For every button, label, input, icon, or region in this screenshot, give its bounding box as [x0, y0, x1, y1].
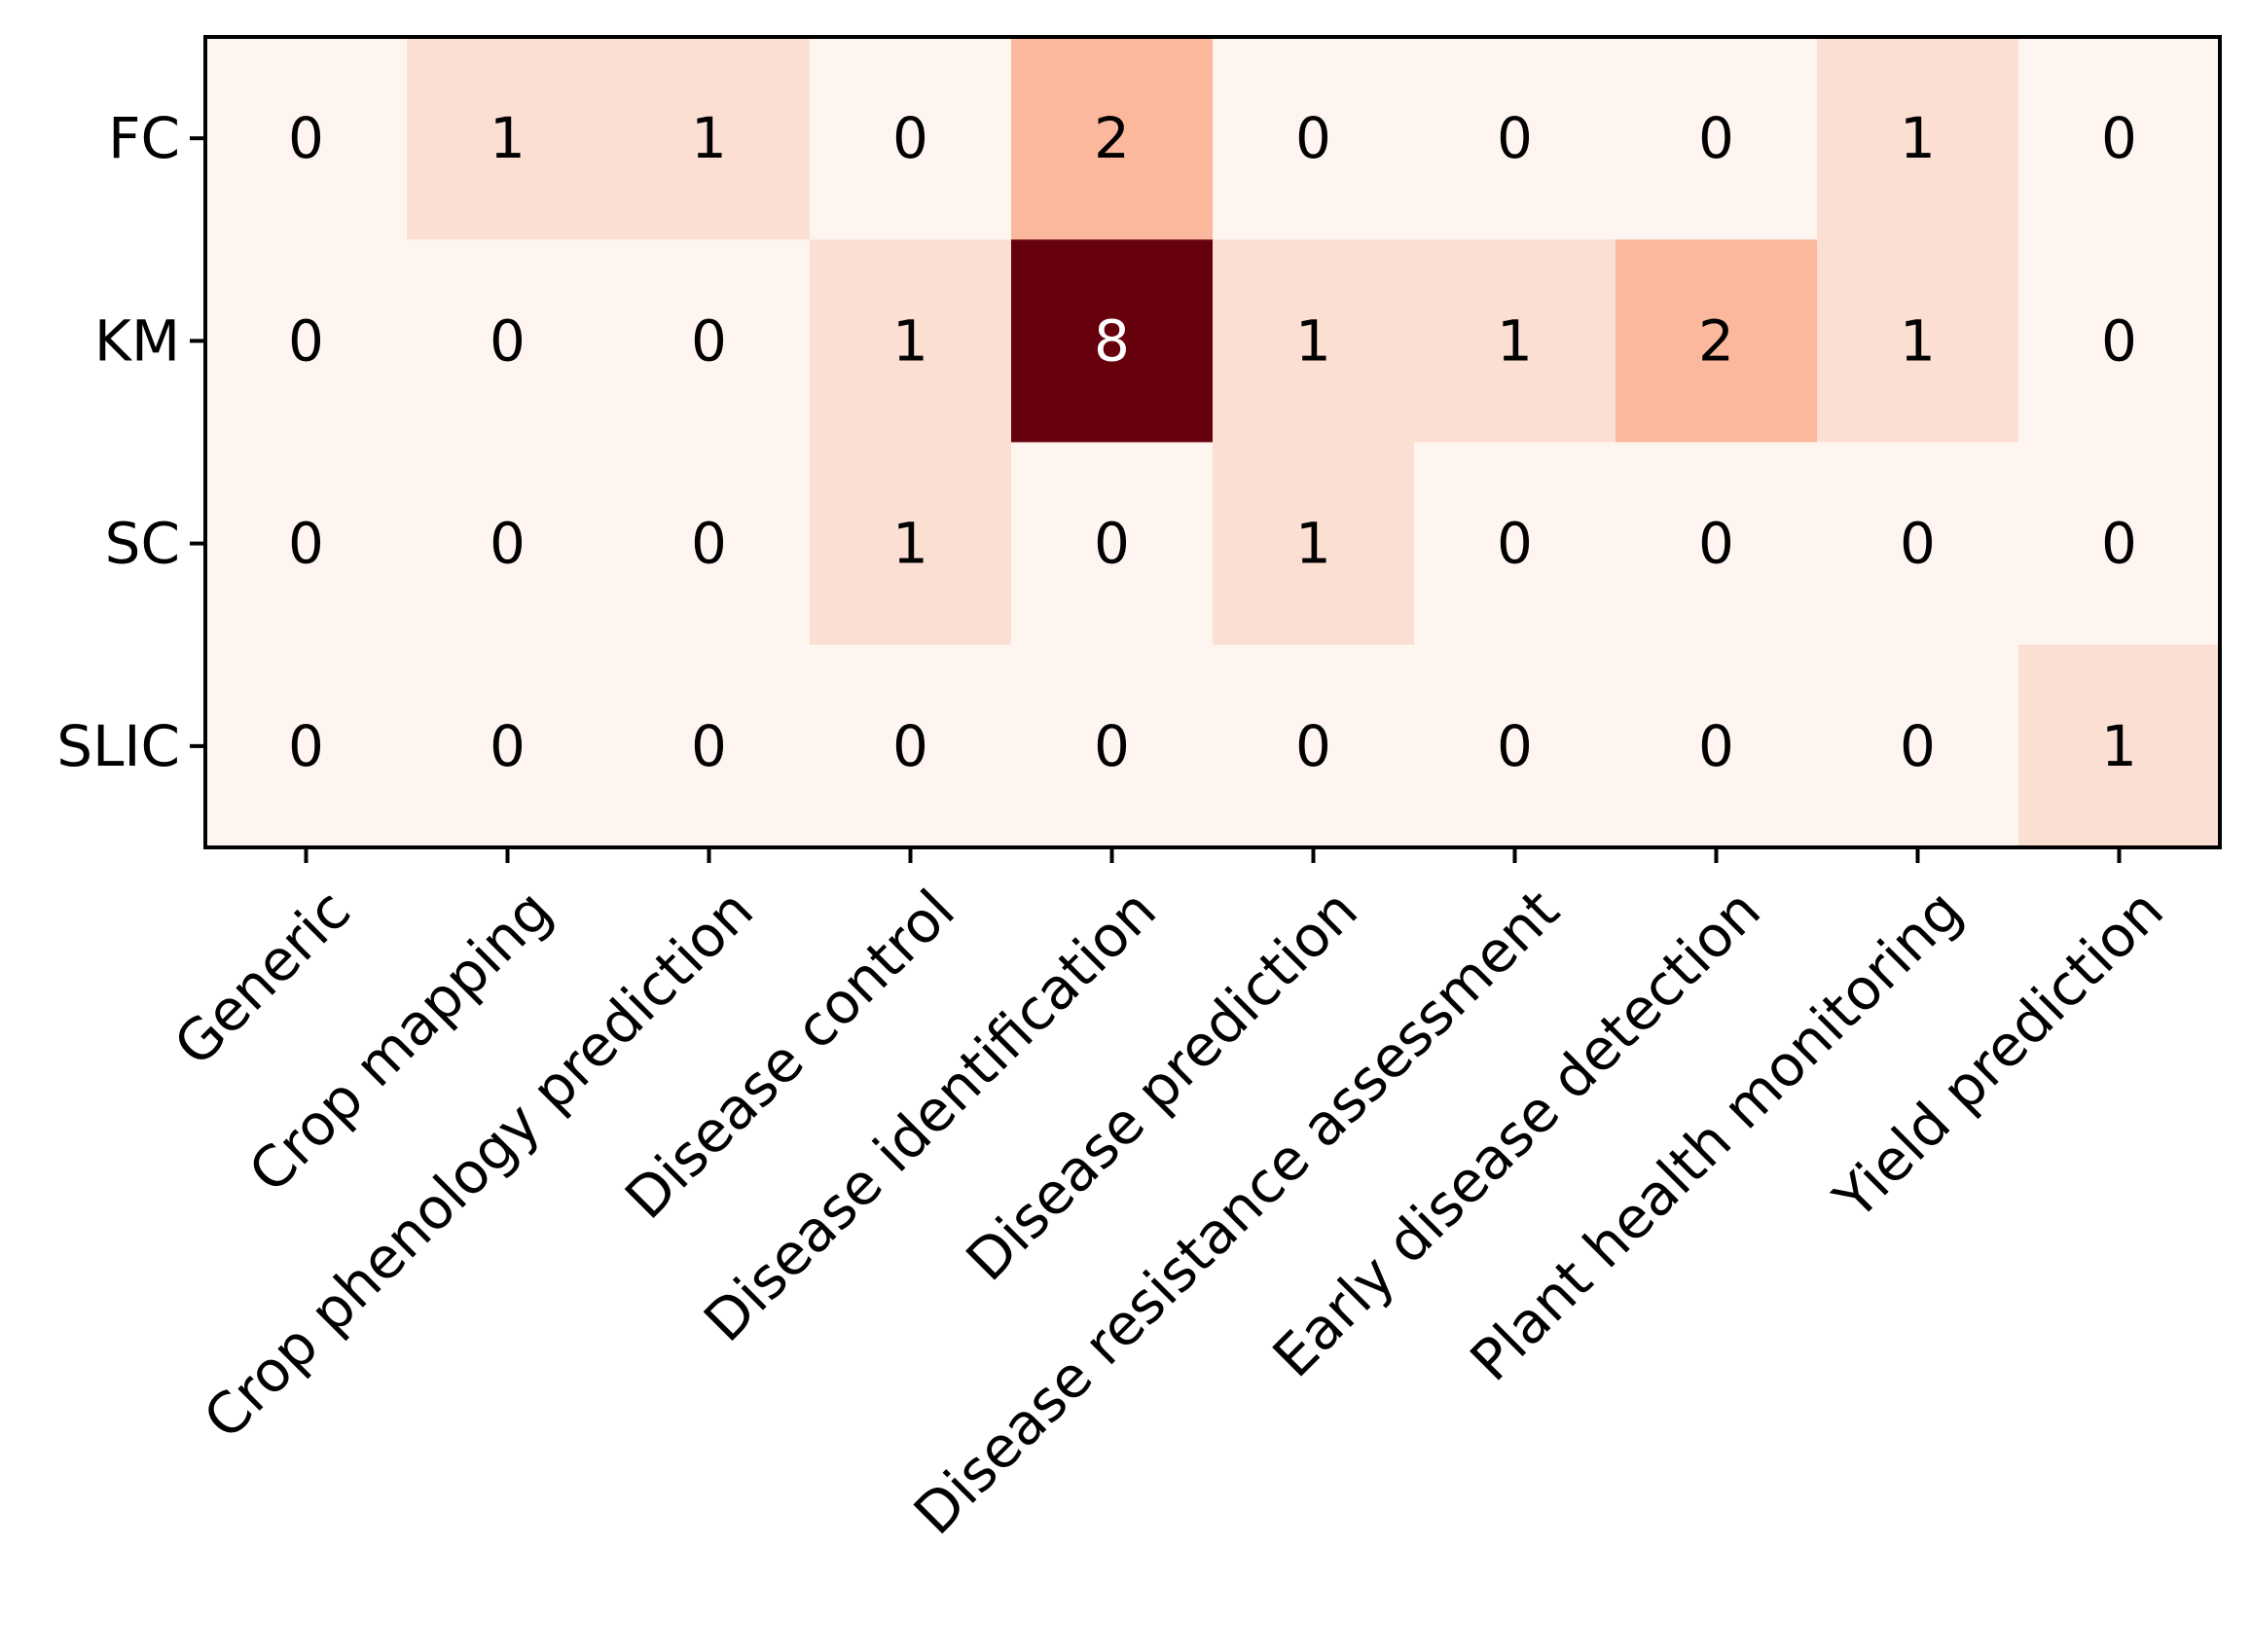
cell-value-label: 0: [1094, 713, 1130, 779]
cell-value-label: 0: [1497, 713, 1533, 779]
heatmap-cell: [1616, 442, 1818, 646]
heatmap-cell: [2018, 37, 2221, 240]
heatmap-cell: [205, 239, 408, 443]
cell-value-label: 1: [892, 511, 928, 577]
heatmap-cell: [810, 644, 1012, 848]
heatmap-cell: [1213, 37, 1415, 240]
heatmap-cell: [1817, 239, 2019, 443]
heatmap-cell: [1213, 644, 1415, 848]
heatmap-cell: [205, 644, 408, 848]
cell-value-label: 0: [691, 713, 727, 779]
y-tick-label-slic: SLIC: [56, 713, 180, 779]
plot-frame: [203, 35, 2222, 849]
cell-value-label: 0: [1497, 105, 1533, 171]
cell-value-label: 1: [1295, 307, 1331, 374]
cell-value-label: 0: [892, 713, 928, 779]
y-tick-label-fc: FC: [108, 105, 180, 171]
cell-value-label: 1: [892, 307, 928, 374]
cell-value-label: 0: [288, 105, 324, 171]
cell-value-label: 0: [288, 713, 324, 779]
heatmap-cell: [1414, 239, 1616, 443]
heatmap-cell: [2018, 442, 2221, 646]
heatmap-cell: [1414, 644, 1616, 848]
cell-value-label: 1: [691, 105, 727, 171]
heatmap-cell: [2018, 644, 2221, 848]
cell-value-label: 8: [1094, 307, 1130, 374]
cell-value-label: 0: [288, 307, 324, 374]
y-tick-label-km: KM: [94, 307, 180, 374]
heatmap-cell: [1414, 442, 1616, 646]
heatmap-cell: [205, 442, 408, 646]
heatmap-cell: [608, 644, 811, 848]
cell-value-label: 2: [1094, 105, 1130, 171]
cell-value-label: 1: [490, 105, 526, 171]
heatmap-cell: [608, 239, 811, 443]
heatmap-cell: [1616, 37, 1818, 240]
cell-value-label: 1: [1497, 307, 1533, 374]
heatmap-cell: [407, 239, 609, 443]
heatmap-cell: [810, 239, 1012, 443]
cell-value-label: 0: [2101, 511, 2137, 577]
cell-value-label: 0: [490, 307, 526, 374]
cell-value-label: 1: [1900, 105, 1936, 171]
cell-value-label: 0: [1698, 713, 1734, 779]
cell-value-label: 0: [1698, 105, 1734, 171]
heatmap-cell: [1616, 644, 1818, 848]
cell-value-label: 1: [1295, 511, 1331, 577]
heatmap-cell: [1616, 239, 1818, 443]
cell-value-label: 0: [1900, 511, 1936, 577]
cell-value-label: 0: [691, 511, 727, 577]
cell-value-label: 0: [2101, 307, 2137, 374]
cell-value-label: 0: [490, 511, 526, 577]
heatmap-cell: [1011, 644, 1214, 848]
cell-value-label: 0: [892, 105, 928, 171]
heatmap-cell: [407, 442, 609, 646]
cell-value-label: 0: [1497, 511, 1533, 577]
heatmap-cell: [810, 37, 1012, 240]
cell-value-label: 0: [1295, 713, 1331, 779]
heatmap-cell: [407, 37, 609, 240]
heatmap-cell: [407, 644, 609, 848]
heatmap-cell: [1011, 442, 1214, 646]
cell-value-label: 1: [2101, 713, 2137, 779]
cell-value-label: 1: [1900, 307, 1936, 374]
heatmap-cell: [1011, 239, 1214, 443]
cell-value-label: 0: [288, 511, 324, 577]
cell-value-labels: 0 1 1 0 2 0 0 0 1 0 0 0 0 1 8 1 1 2 1 0 0 0 0 1 0 1 0 0 0 0 0 0 0 0 0 0 0 0 0 1: [288, 105, 2137, 779]
heatmap-cell: [608, 37, 811, 240]
cell-value-label: 2: [1698, 307, 1734, 374]
y-tick-label-sc: SC: [105, 511, 180, 577]
heatmap-cell: [205, 37, 408, 240]
heatmap-cell: [2018, 239, 2221, 443]
heatmap-cell: [1817, 442, 2019, 646]
cell-value-label: 0: [691, 307, 727, 374]
cell-value-label: 0: [1698, 511, 1734, 577]
cell-value-label: 0: [2101, 105, 2137, 171]
y-axis-ticks: FC KM SC SLIC: [56, 105, 205, 779]
cell-value-label: 0: [1900, 713, 1936, 779]
heatmap-cells: [205, 37, 2221, 848]
heatmap-cell: [1817, 37, 2019, 240]
heatmap-cell: [608, 442, 811, 646]
heatmap-cell: [1414, 37, 1616, 240]
heatmap-cell: [1213, 239, 1415, 443]
heatmap-cell: [1817, 644, 2019, 848]
heatmap-cell: [810, 442, 1012, 646]
cell-value-label: 0: [1094, 511, 1130, 577]
heatmap-cell: [1011, 37, 1214, 240]
cell-value-label: 0: [490, 713, 526, 779]
cell-value-label: 0: [1295, 105, 1331, 171]
heatmap-cell: [1213, 442, 1415, 646]
